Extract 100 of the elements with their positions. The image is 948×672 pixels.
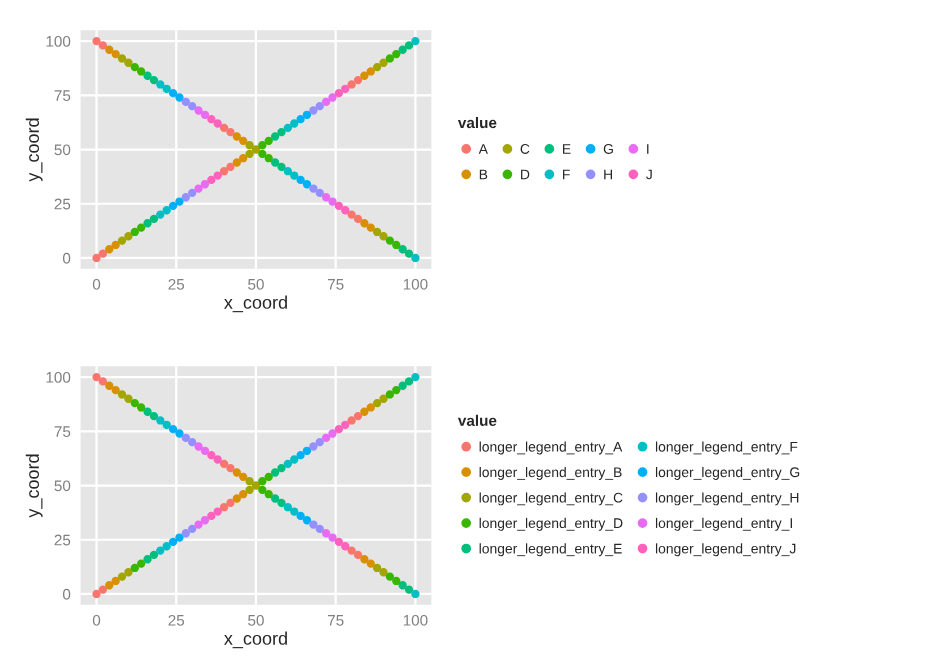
point (315, 437, 324, 447)
point (341, 542, 350, 551)
point (379, 394, 388, 403)
point (245, 477, 254, 486)
point (360, 555, 369, 564)
point (105, 245, 114, 254)
point (353, 550, 363, 560)
point (411, 589, 420, 599)
point (277, 162, 286, 172)
point (226, 464, 235, 473)
point (117, 54, 127, 63)
point (232, 468, 241, 477)
point (392, 576, 401, 586)
point (277, 464, 286, 473)
point (213, 507, 222, 516)
point (226, 498, 235, 508)
point (137, 403, 146, 412)
point (270, 494, 280, 503)
point (219, 459, 229, 468)
point (270, 158, 280, 167)
point (283, 459, 293, 468)
point (360, 407, 369, 416)
point (392, 49, 401, 59)
point (117, 390, 127, 399)
point (321, 193, 331, 202)
point (309, 442, 318, 451)
point (143, 219, 152, 228)
point (270, 132, 280, 141)
point (105, 45, 114, 54)
point (98, 249, 108, 258)
point (366, 403, 375, 412)
point (321, 433, 331, 442)
point (137, 67, 146, 76)
point (309, 184, 318, 193)
point (296, 114, 305, 124)
point (156, 210, 165, 219)
point (372, 398, 382, 408)
point (213, 455, 222, 464)
point (334, 88, 344, 98)
point (258, 149, 267, 159)
point (290, 507, 299, 516)
point (404, 585, 414, 594)
point (130, 227, 139, 237)
point (341, 420, 350, 429)
x-axis-title: x_coord (224, 631, 287, 649)
point (366, 559, 375, 568)
point (232, 494, 241, 503)
point (315, 524, 324, 534)
point (347, 546, 356, 555)
point (168, 88, 178, 98)
point (283, 167, 293, 176)
point (334, 424, 344, 434)
point (258, 485, 267, 495)
point (194, 106, 203, 115)
point (156, 546, 165, 555)
point (105, 381, 114, 390)
point (143, 407, 152, 416)
point (200, 180, 210, 189)
point (213, 171, 222, 180)
point (200, 446, 210, 455)
point (207, 511, 216, 521)
point (117, 236, 127, 245)
point (239, 136, 248, 146)
point (149, 75, 159, 85)
point (251, 145, 261, 154)
point (328, 533, 337, 542)
point (188, 524, 197, 534)
point (194, 520, 203, 529)
point (175, 533, 184, 542)
point (302, 180, 312, 189)
point (130, 563, 139, 573)
x-axis-title: x_coord (224, 295, 287, 313)
point (181, 97, 190, 106)
point (264, 154, 273, 163)
point (149, 411, 159, 421)
point (277, 498, 286, 508)
point (404, 377, 414, 386)
point (398, 381, 407, 390)
point (360, 71, 369, 80)
point (334, 201, 344, 211)
point (385, 236, 395, 245)
point (239, 472, 248, 482)
point (219, 167, 229, 176)
point (207, 114, 216, 124)
point (290, 171, 299, 180)
point (188, 188, 197, 198)
point (188, 437, 197, 447)
point (398, 45, 407, 54)
point (309, 106, 318, 115)
point (181, 433, 190, 442)
point (270, 468, 280, 477)
point (385, 572, 395, 581)
point (366, 67, 375, 76)
point (92, 36, 101, 46)
point (219, 123, 229, 132)
point (341, 206, 350, 215)
point (385, 390, 395, 399)
point (321, 97, 331, 106)
point (398, 581, 407, 590)
point (175, 429, 184, 438)
